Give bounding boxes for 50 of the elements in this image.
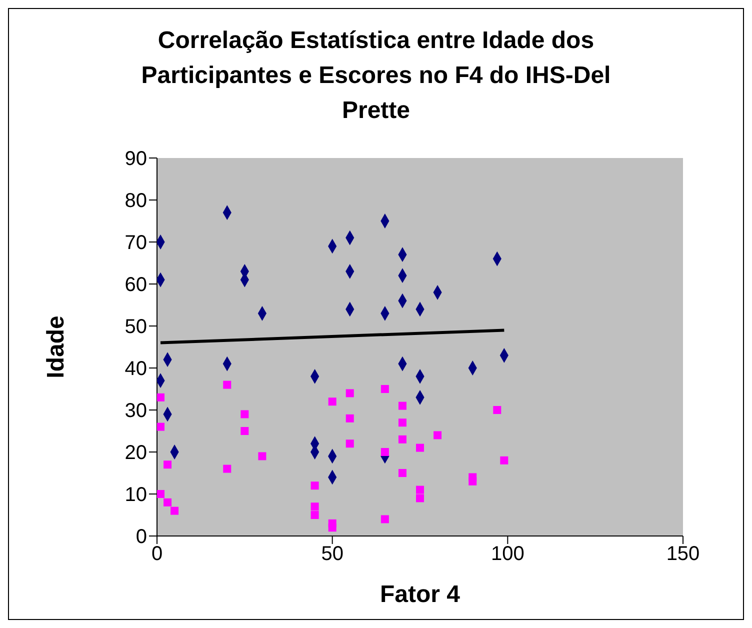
x-tick-label: 50 [321, 543, 344, 566]
point [157, 422, 165, 431]
point [328, 398, 336, 406]
point [310, 511, 319, 519]
point [223, 380, 232, 389]
point [258, 452, 266, 460]
point [416, 486, 424, 494]
y-tick-label: 30 [124, 400, 147, 422]
point [310, 482, 319, 490]
point [398, 418, 406, 427]
point [398, 435, 406, 444]
point [223, 464, 232, 473]
point [398, 469, 406, 477]
y-tick-label: 20 [124, 442, 147, 464]
point [346, 389, 354, 398]
point [398, 402, 406, 410]
y-tick-label: 80 [124, 190, 147, 212]
point [240, 427, 249, 435]
point [500, 456, 508, 464]
point [416, 444, 424, 452]
x-tick-label: 150 [666, 543, 700, 566]
point [493, 406, 502, 414]
point [468, 477, 477, 486]
point [328, 524, 336, 532]
x-tick-label: 0 [151, 543, 163, 566]
point [310, 502, 319, 511]
y-tick-label: 10 [124, 484, 147, 506]
y-tick-label: 0 [136, 526, 147, 548]
point [380, 448, 389, 456]
point [170, 506, 179, 515]
point [434, 431, 442, 440]
point [157, 490, 165, 498]
x-tick-label: 100 [490, 543, 524, 566]
point [346, 414, 354, 422]
point [346, 440, 354, 448]
point [164, 498, 172, 506]
x-axis-title: Fator 4 [380, 581, 461, 608]
point [164, 460, 172, 469]
y-tick-label: 90 [124, 148, 147, 170]
point [380, 385, 389, 393]
y-axis-title: Idade [42, 316, 70, 378]
y-tick-label: 40 [124, 358, 147, 380]
point [157, 393, 165, 402]
y-tick-label: 50 [124, 316, 147, 338]
point [380, 515, 389, 524]
y-tick-label: 70 [124, 232, 147, 254]
point [416, 494, 424, 502]
y-tick-label: 60 [124, 274, 147, 296]
chart-title: Correlação Estatística entre Idade dos Participantes e Escores no F4 do IHS-Del Prette [140, 26, 612, 126]
point [240, 410, 249, 418]
